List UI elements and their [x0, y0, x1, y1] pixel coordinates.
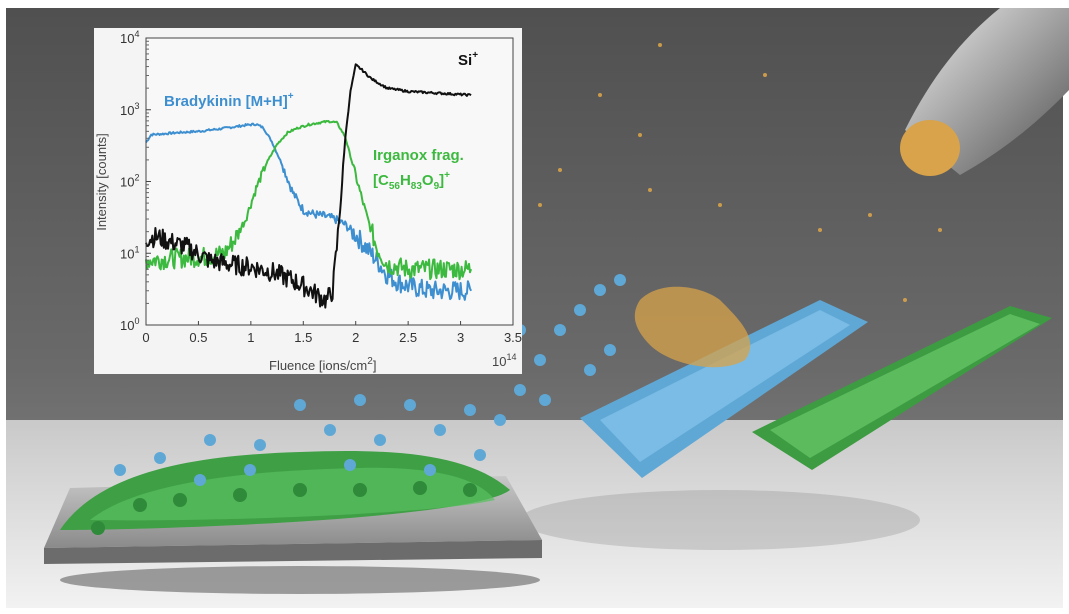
- irganox-formula-label: [C56H83O9]+: [373, 170, 450, 192]
- series-line-irganox: [145, 119, 473, 281]
- irganox-label: Irganox frag.: [373, 147, 464, 164]
- plot-area: [146, 38, 513, 325]
- chart-plot: 0 0.5 1 1.5 2 2.5 3 3.5 100 101 102 103 104 Bradykin…: [94, 29, 522, 373]
- x-tick-label: 2: [352, 330, 359, 345]
- x-tick-label: 1: [247, 330, 254, 345]
- x-tick-label: 3.5: [504, 330, 522, 345]
- x-tick-label: 1.5: [294, 330, 312, 345]
- x-tick-label: 2.5: [399, 330, 417, 345]
- y-axis-label: Intensity [counts]: [94, 133, 109, 231]
- bradykinin-label: Bradykinin [M+H]+: [164, 91, 294, 110]
- x-tick-label: 0.5: [189, 330, 207, 345]
- axis-layer: 0 0.5 1 1.5 2 2.5 3 3.5 100 101 102 103 104: [120, 29, 522, 345]
- x-multiplier: 1014: [492, 352, 516, 369]
- x-tick-label: 3: [457, 330, 464, 345]
- series-layer: [145, 63, 473, 309]
- x-tick-label: 0: [142, 330, 149, 345]
- y-tick-label: 101: [120, 244, 139, 261]
- chart-panel: 0 0.5 1 1.5 2 2.5 3 3.5 100 101 102 103 104 Bradykin…: [94, 28, 522, 374]
- y-tick-label: 104: [120, 29, 139, 46]
- series-line-bradykinin: [145, 122, 473, 301]
- y-tick-label: 103: [120, 101, 139, 118]
- y-tick-label: 102: [120, 173, 139, 190]
- series-line-si: [145, 63, 472, 309]
- si-label: Si+: [458, 50, 478, 69]
- y-tick-label: 100: [120, 316, 139, 333]
- x-axis-label: Fluence [ions/cm2]: [269, 356, 376, 373]
